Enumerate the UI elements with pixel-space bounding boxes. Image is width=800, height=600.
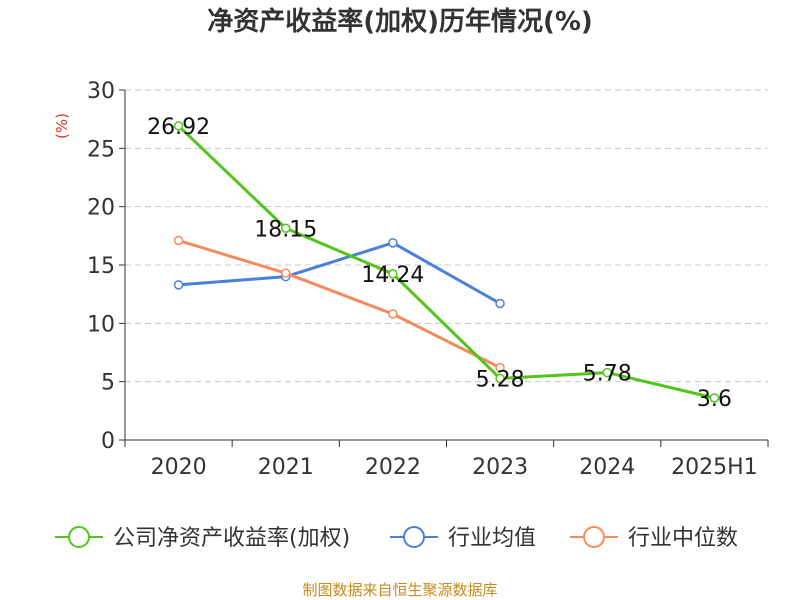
y-axis-label: (%) <box>53 113 71 139</box>
legend-item: 公司净资产收益率(加权) <box>55 526 350 551</box>
legend-item: 行业中位数 <box>570 526 738 551</box>
source-note: 制图数据来自恒生聚源数据库 <box>302 581 497 599</box>
y-tick-label: 10 <box>87 312 115 337</box>
x-tick-labels: 2020 2021 2022 2023 2024 2025H1 <box>151 455 758 480</box>
axes <box>119 89 769 447</box>
legend-item: 行业均值 <box>390 526 536 551</box>
data-label: 18.15 <box>254 217 317 242</box>
data-point <box>173 235 184 246</box>
y-tick-label: 30 <box>87 79 115 104</box>
series-line <box>177 124 715 400</box>
x-tick-label: 2021 <box>258 455 314 480</box>
series-1 <box>173 238 505 309</box>
grid-lines <box>125 89 768 383</box>
data-point <box>495 362 505 373</box>
y-tick-label: 25 <box>87 137 115 162</box>
legend: 公司净资产收益率(加权) 行业均值 行业中位数 <box>55 526 738 551</box>
series-0 <box>173 121 720 403</box>
data-point <box>388 309 398 319</box>
data-point <box>709 393 720 403</box>
data-point <box>173 121 184 131</box>
legend-marker <box>68 526 90 548</box>
x-tick-label: 2023 <box>472 455 528 480</box>
series-group <box>173 121 720 403</box>
x-tick-label: 2025H1 <box>671 455 758 480</box>
series-line <box>178 241 501 305</box>
chart-title: 净资产收益率(加权)历年情况(%) <box>207 6 593 37</box>
legend-label: 行业均值 <box>448 526 536 551</box>
data-label: 5.78 <box>583 362 632 387</box>
y-tick-labels: 0 5 10 15 20 25 30 <box>87 79 115 454</box>
legend-label: 公司净资产收益率(加权) <box>113 526 350 551</box>
data-point <box>495 373 505 384</box>
data-point <box>281 223 291 233</box>
y-tick-label: 20 <box>87 196 115 221</box>
data-label: 14.24 <box>361 263 424 288</box>
y-tick-label: 5 <box>101 371 115 396</box>
data-labels: 26.92 18.15 14.24 5.28 5.78 3.6 <box>147 115 732 412</box>
data-point <box>388 238 398 248</box>
series-line <box>178 239 501 370</box>
data-label: 26.92 <box>147 115 210 140</box>
legend-marker <box>403 526 425 548</box>
x-tick-label: 2020 <box>151 455 207 480</box>
series-2 <box>173 235 505 373</box>
data-point <box>602 367 612 378</box>
data-point <box>173 280 184 290</box>
data-point <box>388 269 398 279</box>
data-label: 5.28 <box>476 367 525 392</box>
data-point <box>281 268 291 278</box>
data-label: 3.6 <box>697 387 732 412</box>
y-tick-label: 0 <box>101 429 115 454</box>
legend-marker <box>583 526 605 548</box>
x-tick-label: 2022 <box>365 455 421 480</box>
y-tick-label: 15 <box>87 254 115 279</box>
legend-label: 行业中位数 <box>628 526 738 551</box>
x-tick-label: 2024 <box>579 455 635 480</box>
data-point <box>495 298 505 309</box>
